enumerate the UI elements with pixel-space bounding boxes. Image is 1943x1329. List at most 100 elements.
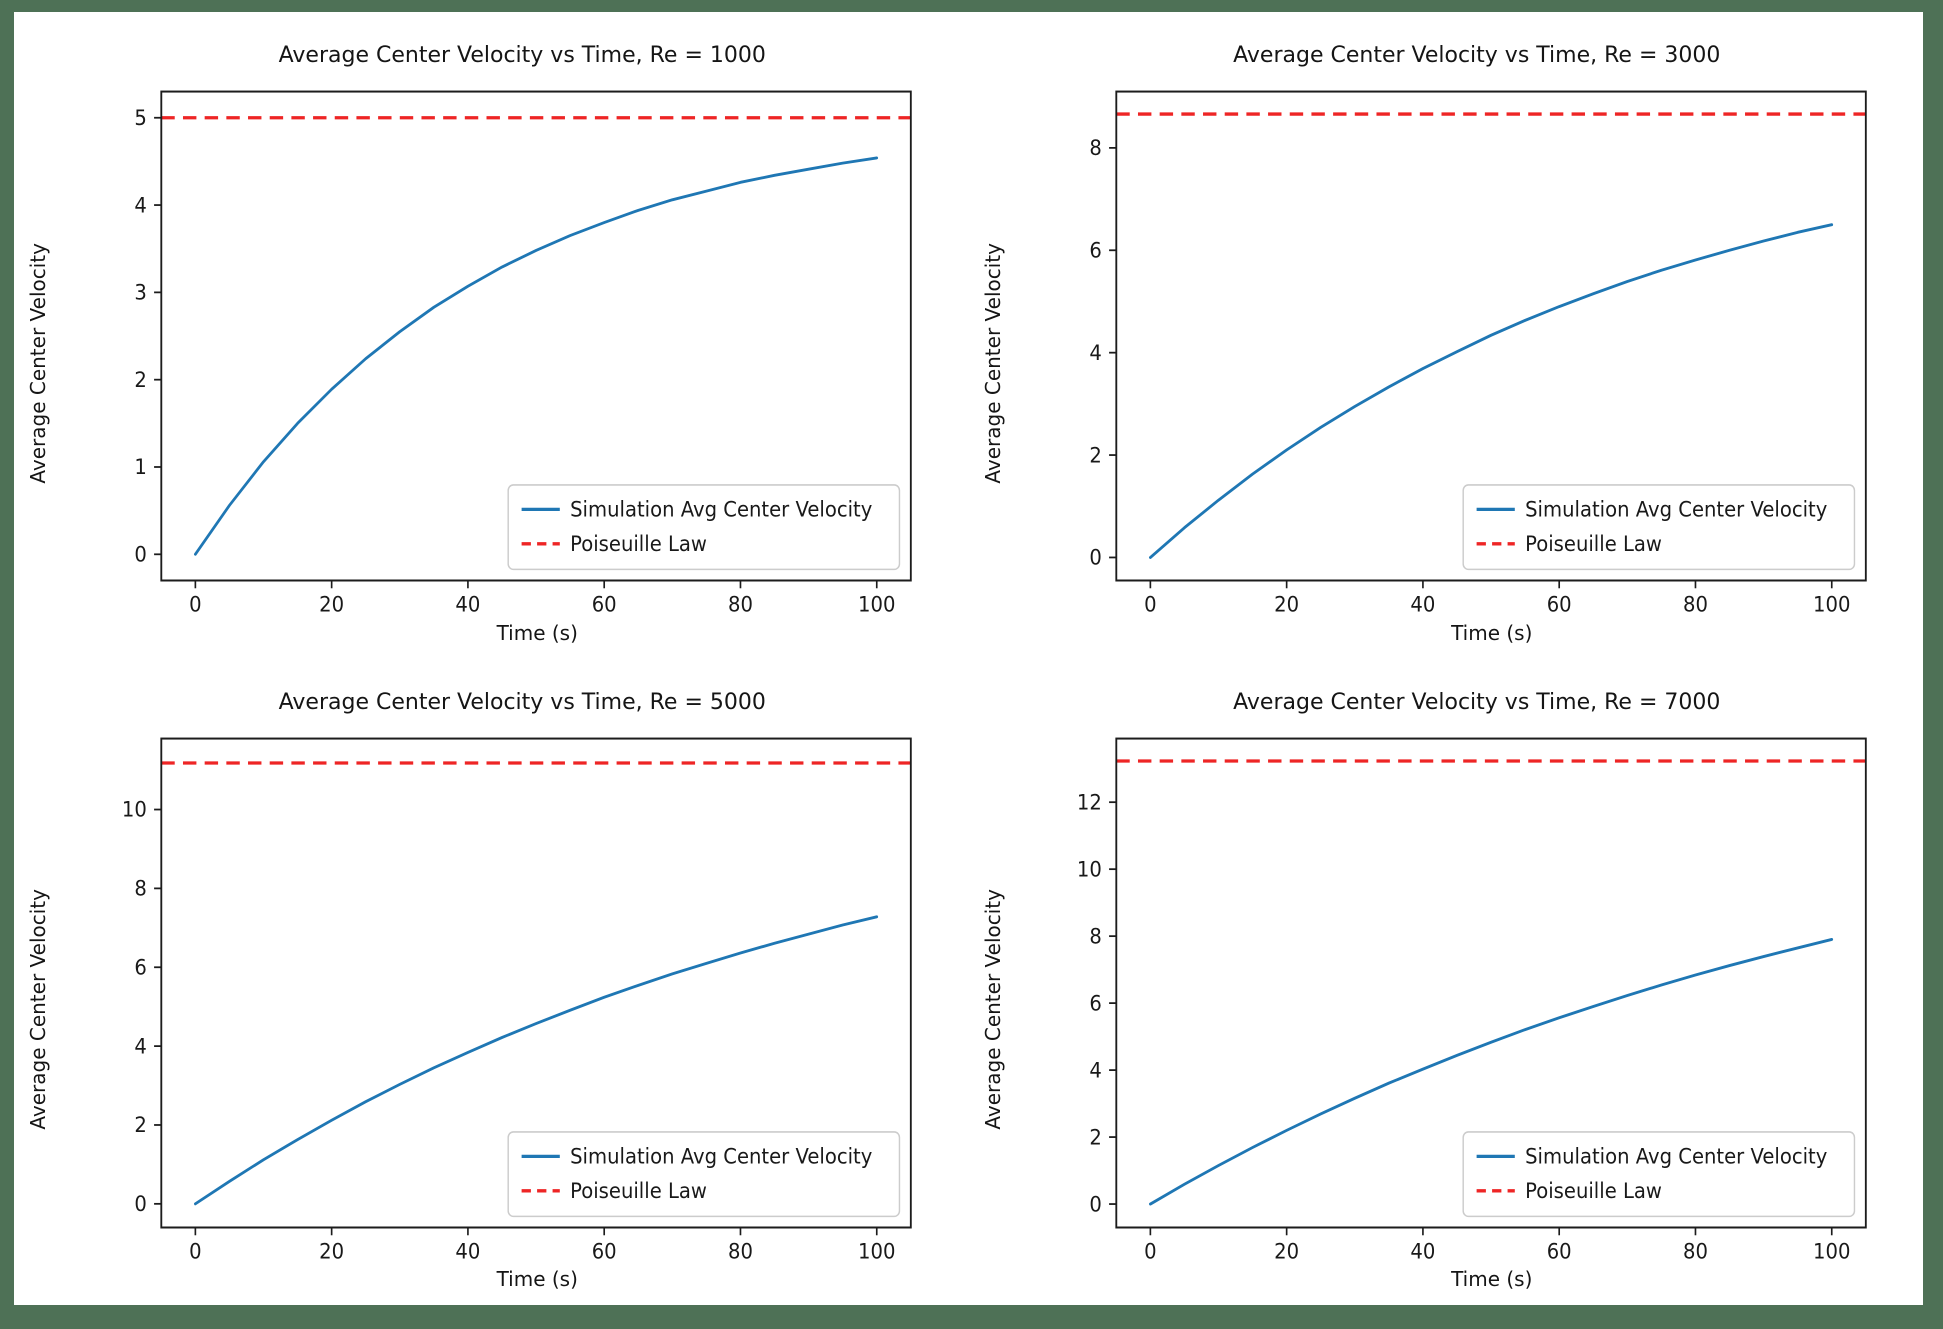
plot-wrap: Average Center Velocity 0 20 40 60 80 100 0 2 4 6… (20, 723, 965, 1268)
legend-entry-label: Poiseuille Law (570, 1178, 707, 1203)
y-tick-label: 0 (134, 1191, 146, 1216)
y-tick-label: 10 (122, 797, 147, 822)
x-tick-label: 100 (858, 1238, 895, 1263)
y-tick-label: 3 (134, 280, 146, 305)
legend-box (507, 1130, 901, 1217)
axes-frame (160, 90, 912, 582)
x-tick-label: 80 (728, 592, 753, 617)
axes-frame (1114, 737, 1867, 1228)
simulation-curve (194, 914, 879, 1205)
x-axis-label: Time (s) (1451, 1267, 1533, 1291)
y-tick-label: 4 (134, 1033, 146, 1058)
y-tick-label: 8 (1089, 135, 1101, 160)
chart-panel-re5000: Average Center Velocity vs Time, Re = 50… (14, 659, 969, 1306)
y-tick-label: 6 (1089, 238, 1101, 263)
y-tick-label: 10 (1076, 856, 1101, 881)
y-tick-label: 8 (1089, 923, 1101, 948)
legend: Simulation Avg Center Velocity Poiseuille… (1461, 1130, 1855, 1217)
plot-svg: 0 20 40 60 80 100 0 1 2 3 4 5 Simulation Avg Center … (134, 90, 912, 617)
x-tick-label: 100 (858, 592, 895, 617)
legend-box (1461, 1130, 1855, 1217)
y-tick-label: 2 (1089, 1124, 1101, 1149)
simulation-curve (1148, 223, 1833, 559)
legend-entry-label: Simulation Avg Center Velocity (570, 497, 872, 522)
x-tick-label: 0 (1144, 1238, 1156, 1263)
x-tick-label: 20 (1274, 592, 1299, 617)
x-tick-label: 40 (455, 1238, 480, 1263)
chart-title: Average Center Velocity vs Time, Re = 70… (1233, 689, 1721, 715)
chart-panel-re1000: Average Center Velocity vs Time, Re = 10… (14, 12, 969, 659)
chart-panel-re7000: Average Center Velocity vs Time, Re = 70… (969, 659, 1924, 1306)
y-tick-label: 2 (134, 1112, 146, 1137)
y-tick-label: 0 (1089, 1191, 1101, 1216)
legend-entry-label: Simulation Avg Center Velocity (570, 1143, 872, 1168)
axis-ticks (1108, 800, 1833, 1235)
x-axis-label: Time (s) (496, 1267, 578, 1291)
y-tick-label: 0 (134, 542, 146, 567)
x-tick-label: 80 (1682, 592, 1707, 617)
legend-entry-label: Simulation Avg Center Velocity (1525, 497, 1827, 522)
simulation-curve (194, 156, 879, 556)
x-tick-label: 40 (1410, 1238, 1435, 1263)
tick-labels: 0 20 40 60 80 100 0 2 4 6 8 10 (122, 797, 896, 1264)
x-tick-label: 20 (1274, 1238, 1299, 1263)
chart-panel-re3000: Average Center Velocity vs Time, Re = 30… (969, 12, 1924, 659)
y-tick-label: 2 (1089, 443, 1101, 468)
legend: Simulation Avg Center Velocity Poiseuille… (1461, 484, 1855, 571)
legend-entry-label: Simulation Avg Center Velocity (1525, 1143, 1827, 1168)
matplotlib-figure: Average Center Velocity vs Time, Re = 10… (14, 12, 1923, 1305)
plot-svg: 0 20 40 60 80 100 0 2 4 6 8 Simulation Avg Center V… (1089, 90, 1867, 617)
x-tick-label: 100 (1813, 1238, 1850, 1263)
legend-entry-label: Poiseuille Law (570, 531, 707, 556)
y-tick-label: 6 (134, 954, 146, 979)
x-axis-label: Time (s) (496, 620, 578, 645)
x-tick-label: 60 (592, 592, 617, 617)
x-tick-label: 40 (1410, 592, 1435, 617)
legend-box (507, 484, 901, 571)
tick-labels: 0 20 40 60 80 100 0 2 4 6 8 10 12 (1076, 789, 1850, 1263)
axes-frame (160, 737, 912, 1228)
y-tick-label: 0 (1089, 545, 1101, 570)
y-tick-label: 1 (134, 455, 146, 480)
x-tick-label: 80 (728, 1238, 753, 1263)
y-tick-label: 4 (134, 193, 146, 218)
y-axis-label: Average Center Velocity (980, 242, 1005, 484)
y-tick-label: 2 (134, 367, 146, 392)
y-axis-label: Average Center Velocity (26, 889, 50, 1131)
tick-labels: 0 20 40 60 80 100 0 2 4 6 8 (1089, 135, 1850, 616)
x-tick-label: 0 (189, 592, 201, 617)
y-tick-label: 4 (1089, 340, 1101, 365)
plot-svg: 0 20 40 60 80 100 0 2 4 6 8 10 12 Simulation Avg Cent… (1076, 737, 1867, 1263)
legend: Simulation Avg Center Velocity Poiseuille… (507, 1130, 901, 1217)
axis-ticks (1108, 146, 1833, 589)
x-tick-label: 20 (319, 1238, 344, 1263)
plot-wrap: Average Center Velocity 0 20 40 60 80 100 0 2 4 6… (975, 723, 1920, 1268)
y-axis-label: Average Center Velocity (26, 242, 50, 484)
x-tick-label: 60 (1546, 1238, 1571, 1263)
y-tick-label: 4 (1089, 1057, 1101, 1082)
y-tick-label: 5 (134, 105, 146, 130)
legend-entry-label: Poiseuille Law (1525, 1178, 1662, 1203)
x-tick-label: 40 (455, 592, 480, 617)
y-tick-label: 12 (1076, 789, 1101, 814)
x-tick-label: 0 (1144, 592, 1156, 617)
chart-title: Average Center Velocity vs Time, Re = 50… (278, 689, 766, 715)
plot-wrap: Average Center Velocity 0 20 40 60 80 100 0 2 4 6… (975, 76, 1920, 621)
axes-frame (1114, 90, 1867, 582)
y-tick-label: 8 (134, 875, 146, 900)
x-tick-label: 100 (1813, 592, 1850, 617)
x-tick-label: 80 (1682, 1238, 1707, 1263)
x-tick-label: 0 (189, 1238, 201, 1263)
x-tick-label: 60 (592, 1238, 617, 1263)
tick-labels: 0 20 40 60 80 100 0 1 2 3 4 5 (134, 105, 895, 617)
chart-title: Average Center Velocity vs Time, Re = 30… (1233, 43, 1721, 68)
legend: Simulation Avg Center Velocity Poiseuille… (507, 484, 901, 571)
x-tick-label: 20 (319, 592, 344, 617)
legend-box (1461, 484, 1855, 571)
plot-wrap: Average Center Velocity 0 20 40 60 80 100 0 1 2 3… (20, 76, 965, 621)
simulation-curve (1148, 937, 1833, 1205)
axis-ticks (154, 808, 878, 1235)
x-tick-label: 60 (1546, 592, 1571, 617)
axis-ticks (154, 116, 878, 589)
